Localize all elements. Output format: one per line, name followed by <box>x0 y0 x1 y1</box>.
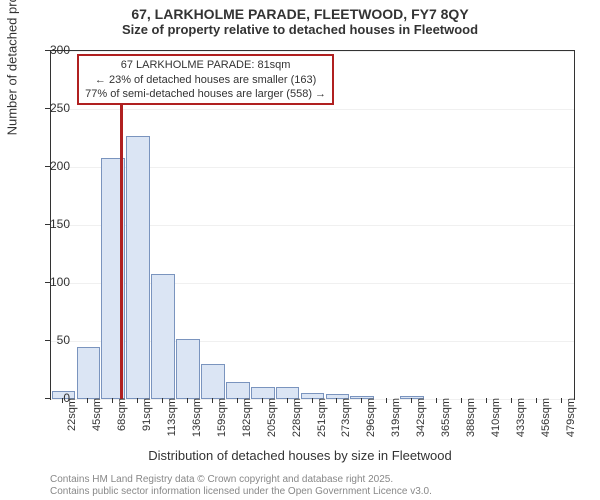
x-tick-label: 342sqm <box>415 398 427 443</box>
x-tick-label: 319sqm <box>390 398 402 443</box>
x-axis-title: Distribution of detached houses by size … <box>0 448 600 463</box>
x-tick-mark <box>87 398 88 403</box>
x-tick-label: 296sqm <box>365 398 377 443</box>
y-tick-label: 100 <box>30 275 70 289</box>
x-tick-mark <box>262 398 263 403</box>
x-tick-mark <box>386 398 387 403</box>
x-tick-mark <box>62 398 63 403</box>
annotation-line-3: 77% of semi-detached houses are larger (… <box>85 87 326 101</box>
histogram-bar <box>151 274 175 399</box>
histogram-bar <box>201 364 225 399</box>
reference-line <box>120 54 123 399</box>
y-tick-mark <box>45 282 50 283</box>
x-tick-label: 251sqm <box>316 398 328 443</box>
y-tick-mark <box>45 340 50 341</box>
x-tick-mark <box>187 398 188 403</box>
x-tick-label: 228sqm <box>291 398 303 443</box>
annotation-line-1: 67 LARKHOLME PARADE: 81sqm <box>85 58 326 72</box>
x-tick-mark <box>162 398 163 403</box>
x-tick-mark <box>137 398 138 403</box>
x-tick-label: 159sqm <box>216 398 228 443</box>
x-tick-mark <box>561 398 562 403</box>
plot-area: 67 LARKHOLME PARADE: 81sqm← 23% of detac… <box>50 50 575 400</box>
x-tick-label: 456sqm <box>540 398 552 443</box>
y-tick-label: 150 <box>30 217 70 231</box>
x-tick-mark <box>212 398 213 403</box>
x-tick-label: 433sqm <box>515 398 527 443</box>
x-tick-mark <box>411 398 412 403</box>
x-tick-mark <box>237 398 238 403</box>
y-tick-label: 250 <box>30 101 70 115</box>
chart-title: 67, LARKHOLME PARADE, FLEETWOOD, FY7 8QY <box>0 0 600 22</box>
grid-line <box>51 51 574 52</box>
y-axis-title: Number of detached properties <box>5 0 20 135</box>
histogram-bar <box>126 136 150 399</box>
x-tick-label: 45sqm <box>91 398 103 443</box>
x-tick-label: 410sqm <box>490 398 502 443</box>
x-tick-label: 182sqm <box>241 398 253 443</box>
x-tick-label: 91sqm <box>141 398 153 443</box>
annotation-line-2: ← 23% of detached houses are smaller (16… <box>85 73 326 87</box>
x-tick-mark <box>361 398 362 403</box>
x-tick-label: 113sqm <box>166 398 178 443</box>
x-tick-label: 136sqm <box>191 398 203 443</box>
histogram-bar <box>176 339 200 399</box>
histogram-bar <box>77 347 101 399</box>
grid-line <box>51 109 574 110</box>
x-tick-label: 205sqm <box>266 398 278 443</box>
y-tick-mark <box>45 398 50 399</box>
x-tick-label: 22sqm <box>66 398 78 443</box>
x-tick-mark <box>336 398 337 403</box>
x-tick-label: 68sqm <box>116 398 128 443</box>
footer-line-1: Contains HM Land Registry data © Crown c… <box>50 474 432 486</box>
y-tick-mark <box>45 108 50 109</box>
chart-subtitle: Size of property relative to detached ho… <box>0 22 600 41</box>
footer-line-2: Contains public sector information licen… <box>50 486 432 498</box>
x-tick-mark <box>461 398 462 403</box>
x-tick-mark <box>536 398 537 403</box>
y-tick-mark <box>45 166 50 167</box>
histogram-chart: 67, LARKHOLME PARADE, FLEETWOOD, FY7 8QY… <box>0 0 600 500</box>
y-tick-mark <box>45 50 50 51</box>
x-tick-label: 365sqm <box>440 398 452 443</box>
annotation-box: 67 LARKHOLME PARADE: 81sqm← 23% of detac… <box>77 54 334 105</box>
x-tick-mark <box>312 398 313 403</box>
x-tick-label: 388sqm <box>465 398 477 443</box>
x-tick-mark <box>436 398 437 403</box>
x-tick-mark <box>486 398 487 403</box>
x-tick-mark <box>287 398 288 403</box>
histogram-bar <box>226 382 250 399</box>
x-tick-label: 273sqm <box>340 398 352 443</box>
y-tick-mark <box>45 224 50 225</box>
footer-attribution: Contains HM Land Registry data © Crown c… <box>50 474 432 498</box>
x-tick-mark <box>511 398 512 403</box>
x-tick-mark <box>112 398 113 403</box>
y-tick-label: 200 <box>30 159 70 173</box>
x-tick-label: 479sqm <box>565 398 577 443</box>
y-tick-label: 300 <box>30 43 70 57</box>
y-tick-label: 50 <box>30 333 70 347</box>
y-tick-label: 0 <box>30 391 70 405</box>
